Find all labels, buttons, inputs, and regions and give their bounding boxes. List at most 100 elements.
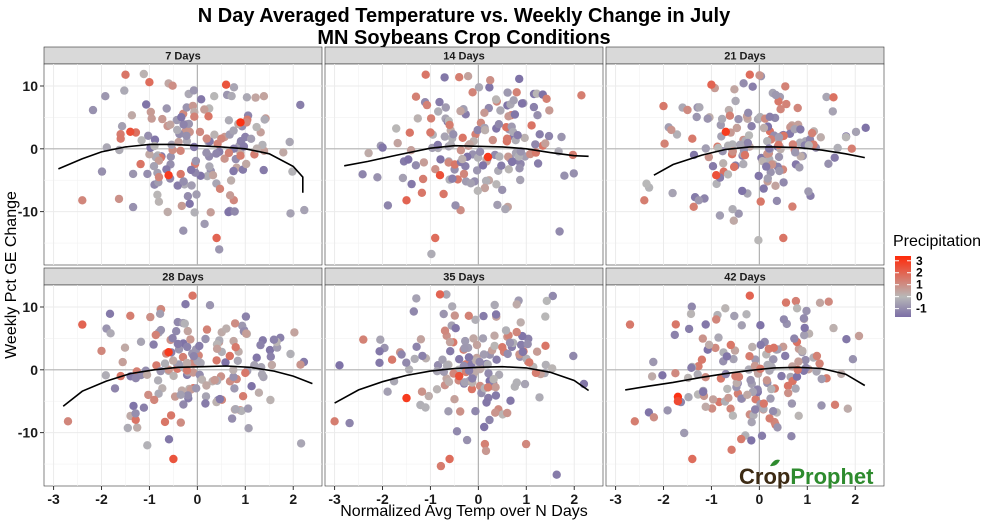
scatter-point bbox=[640, 196, 649, 205]
scatter-point bbox=[489, 375, 498, 384]
scatter-point bbox=[824, 297, 833, 306]
scatter-point bbox=[513, 131, 522, 140]
scatter-point bbox=[816, 133, 825, 142]
scatter-point bbox=[790, 334, 799, 343]
scatter-point bbox=[481, 446, 491, 456]
legend-tick-label: 2 bbox=[916, 266, 923, 280]
scatter-point bbox=[478, 161, 488, 170]
scatter-point bbox=[204, 112, 213, 121]
facet-label: 14 Days bbox=[443, 51, 485, 63]
scatter-point bbox=[131, 409, 140, 418]
scatter-point bbox=[742, 310, 751, 319]
scatter-point bbox=[456, 146, 466, 155]
scatter-point bbox=[427, 249, 436, 259]
scatter-point bbox=[739, 79, 748, 88]
scatter-point bbox=[503, 349, 512, 359]
scatter-point bbox=[775, 166, 784, 176]
scatter-point bbox=[712, 171, 721, 180]
scatter-point bbox=[205, 162, 214, 171]
scatter-point bbox=[173, 339, 183, 349]
scatter-point bbox=[504, 165, 513, 174]
scatter-point bbox=[495, 152, 504, 161]
scatter-point bbox=[221, 80, 231, 89]
scatter-point bbox=[480, 439, 490, 449]
scatter-point bbox=[516, 318, 525, 327]
scatter-point bbox=[137, 136, 146, 145]
scatter-point bbox=[435, 290, 445, 299]
scatter-point bbox=[480, 108, 489, 118]
scatter-point bbox=[116, 134, 125, 143]
scatter-point bbox=[215, 394, 225, 404]
scatter-point bbox=[747, 436, 756, 445]
scatter-point bbox=[759, 184, 768, 193]
scatter-point bbox=[387, 355, 397, 364]
scatter-point bbox=[516, 340, 526, 350]
scatter-point bbox=[765, 112, 774, 122]
scatter-point bbox=[498, 185, 507, 195]
scatter-point bbox=[392, 124, 401, 133]
scatter-point bbox=[224, 116, 234, 125]
scatter-point bbox=[201, 392, 211, 401]
scatter-point bbox=[445, 454, 454, 464]
scatter-point bbox=[179, 177, 188, 186]
scatter-point bbox=[105, 309, 115, 318]
scatter-point bbox=[418, 174, 428, 184]
scatter-point bbox=[166, 120, 175, 129]
scatter-point bbox=[409, 307, 418, 316]
scatter-point bbox=[854, 331, 864, 341]
scatter-point bbox=[521, 439, 531, 449]
scatter-point bbox=[418, 351, 427, 361]
x-tick-label: -3 bbox=[47, 491, 60, 507]
scatter-point bbox=[448, 174, 457, 183]
scatter-point bbox=[768, 407, 778, 416]
scatter-point bbox=[197, 375, 207, 384]
y-tick-label: 10 bbox=[22, 299, 38, 315]
facet-label: 21 Days bbox=[724, 51, 766, 63]
scatter-point bbox=[182, 366, 192, 375]
scatter-point bbox=[745, 352, 754, 361]
scatter-point bbox=[467, 384, 477, 394]
scatter-point bbox=[144, 131, 153, 140]
scatter-point bbox=[242, 159, 251, 169]
scatter-point bbox=[484, 369, 493, 378]
scatter-point bbox=[185, 199, 194, 208]
scatter-point bbox=[405, 128, 414, 137]
scatter-point bbox=[771, 181, 780, 190]
scatter-point bbox=[296, 439, 306, 448]
scatter-point bbox=[732, 123, 742, 133]
scatter-point bbox=[241, 368, 250, 378]
scatter-point bbox=[421, 403, 430, 412]
scatter-point bbox=[182, 358, 192, 368]
scatter-point bbox=[841, 133, 851, 142]
scatter-point bbox=[445, 337, 455, 347]
scatter-point bbox=[186, 335, 195, 344]
x-tick-label: -3 bbox=[609, 491, 622, 507]
x-tick-label: -1 bbox=[705, 491, 718, 507]
scatter-point bbox=[829, 323, 838, 333]
x-tick-label: -2 bbox=[657, 491, 670, 507]
scatter-point bbox=[728, 205, 737, 214]
scatter-point bbox=[259, 92, 269, 101]
scatter-point bbox=[442, 361, 452, 370]
scatter-point bbox=[169, 454, 178, 464]
scatter-point bbox=[719, 159, 728, 168]
scatter-point bbox=[455, 73, 464, 82]
scatter-point bbox=[97, 167, 107, 176]
scatter-point bbox=[257, 370, 267, 379]
logo-text: CropProphet bbox=[739, 464, 874, 489]
scatter-point bbox=[507, 157, 517, 167]
scatter-point bbox=[195, 341, 204, 351]
scatter-point bbox=[227, 414, 237, 423]
scatter-point bbox=[451, 324, 460, 333]
panel-42-days: 42 Days bbox=[605, 267, 885, 487]
scatter-point bbox=[440, 326, 450, 335]
scatter-point bbox=[190, 208, 199, 217]
scatter-point bbox=[176, 418, 185, 427]
scatter-point bbox=[532, 347, 542, 356]
scatter-points bbox=[640, 70, 870, 245]
scatter-point bbox=[179, 120, 188, 129]
scatter-point bbox=[796, 125, 805, 134]
scatter-point bbox=[704, 340, 714, 349]
